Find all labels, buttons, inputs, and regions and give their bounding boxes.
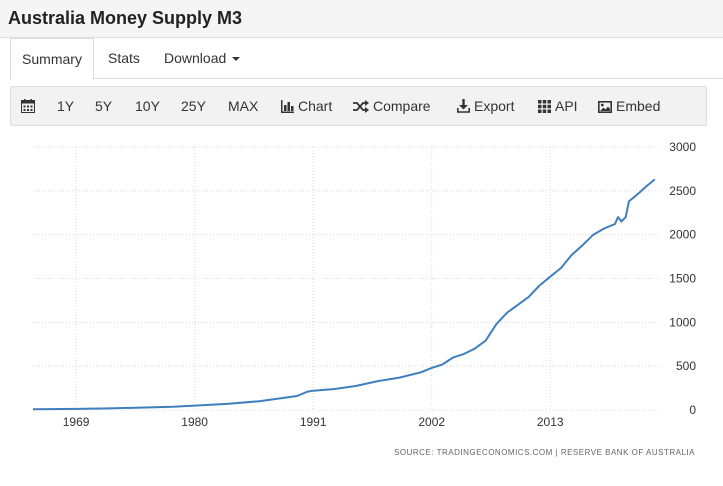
caret-down-icon — [232, 57, 241, 62]
y-tick-label: 3000 — [669, 140, 696, 154]
tab-download-label: Download — [164, 50, 227, 66]
shuffle-icon — [353, 100, 369, 113]
grid-lines — [33, 146, 658, 411]
y-tick-label: 2000 — [669, 228, 696, 242]
tick-labels: 0 500 1000 1500 2000 2500 3000 1969 1980 1991 2002… — [63, 140, 697, 429]
y-tick-label: 0 — [689, 403, 696, 417]
chart-button[interactable]: Chart — [281, 87, 332, 125]
export-button[interactable]: Export — [457, 87, 514, 125]
chart-button-label: Chart — [298, 98, 333, 114]
y-tick-label: 500 — [676, 359, 696, 373]
calendar-icon — [21, 99, 35, 113]
embed-button[interactable]: Embed — [598, 87, 660, 125]
bar-chart-icon — [281, 100, 294, 113]
tab-bar: Summary Stats Download — [10, 38, 723, 80]
range-25y-button[interactable]: 25Y — [181, 98, 206, 114]
range-5y-button[interactable]: 5Y — [95, 98, 113, 114]
api-button[interactable]: API — [538, 87, 578, 125]
page-header: Australia Money Supply M3 — [0, 0, 723, 38]
api-button-label: API — [555, 98, 578, 114]
embed-button-label: Embed — [616, 98, 661, 114]
x-tick-label: 1969 — [63, 415, 90, 429]
tab-download[interactable]: Download — [164, 38, 254, 79]
x-tick-label: 2002 — [418, 415, 445, 429]
y-tick-label: 1500 — [669, 272, 696, 286]
x-tick-label: 1980 — [181, 415, 208, 429]
range-1y-button[interactable]: 1Y — [57, 98, 75, 114]
line-chart: 0 500 1000 1500 2000 2500 3000 1969 1980 1991 2002… — [32, 140, 697, 457]
x-tick-label: 1991 — [300, 415, 327, 429]
compare-button-label: Compare — [373, 98, 431, 114]
chart-area: 0 500 1000 1500 2000 2500 3000 1969 1980 1991 2002… — [8, 132, 706, 468]
y-tick-label: 2500 — [669, 184, 696, 198]
tab-summary[interactable]: Summary — [10, 38, 94, 80]
range-10y-button[interactable]: 10Y — [135, 98, 160, 114]
download-icon — [457, 99, 470, 113]
series-line — [32, 178, 656, 411]
series-layer — [32, 178, 656, 411]
x-tick-label: 2013 — [537, 415, 564, 429]
grid-icon — [538, 100, 551, 113]
page-title: Australia Money Supply M3 — [8, 8, 243, 28]
y-tick-label: 1000 — [669, 315, 696, 329]
source-label: SOURCE: TRADINGECONOMICS.COM | RESERVE B… — [394, 448, 695, 457]
calendar-button[interactable] — [21, 87, 39, 125]
export-button-label: Export — [474, 98, 515, 114]
tab-stats[interactable]: Stats — [108, 50, 140, 66]
chart-toolbar: 1Y 5Y 10Y 25Y MAX Chart Compare Export — [10, 86, 707, 126]
range-max-button[interactable]: MAX — [228, 98, 259, 114]
compare-button[interactable]: Compare — [353, 87, 431, 125]
image-icon — [598, 101, 612, 113]
